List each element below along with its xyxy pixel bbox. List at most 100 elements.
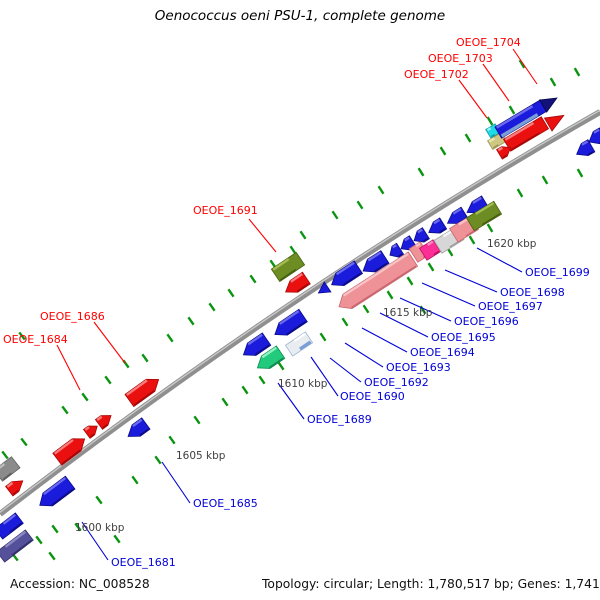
feature-tick bbox=[508, 105, 516, 115]
gene-bevel-shadow bbox=[254, 344, 270, 356]
feature-tick bbox=[356, 200, 364, 210]
label-leader bbox=[56, 344, 81, 391]
gene-bevel-highlight bbox=[404, 236, 410, 242]
gene-bevel-highlight bbox=[2, 513, 16, 525]
gene-bevel-shadow bbox=[268, 357, 284, 369]
feature-tick bbox=[104, 375, 112, 385]
gene-bevel-shadow bbox=[286, 320, 307, 335]
gene-bevel-highlight bbox=[427, 240, 434, 246]
feature-tick bbox=[74, 522, 82, 532]
gene-bevel-shadow bbox=[61, 449, 81, 465]
feature-tick bbox=[227, 288, 235, 298]
gene-feature bbox=[0, 456, 21, 482]
feature-tick bbox=[341, 317, 349, 327]
gene-bevel-highlight bbox=[53, 438, 74, 455]
position-label: 1615 kbp bbox=[383, 307, 433, 319]
gene-label: OEOE_1686 bbox=[40, 310, 105, 323]
gene-feature bbox=[588, 127, 600, 145]
gene-bevel-highlight bbox=[335, 261, 355, 276]
gene-bevel-shadow bbox=[12, 489, 19, 495]
gene-bevel-shadow bbox=[51, 488, 74, 506]
feature-tick bbox=[427, 262, 435, 272]
gene-label: OEOE_1689 bbox=[307, 413, 372, 426]
feature-tick bbox=[131, 475, 139, 485]
gene-OEOE_1703 bbox=[494, 99, 548, 139]
label-leader bbox=[329, 357, 362, 383]
feature-tick bbox=[277, 361, 285, 371]
label-leader bbox=[444, 269, 498, 293]
gene-bevel-highlight bbox=[488, 137, 496, 143]
feature-tick bbox=[168, 435, 176, 445]
gene-label: OEOE_1704 bbox=[456, 36, 521, 49]
gene-feature bbox=[82, 425, 98, 439]
gene-label: OEOE_1695 bbox=[431, 331, 496, 344]
gene-feature bbox=[274, 308, 308, 336]
gene-bevel-highlight bbox=[96, 415, 103, 421]
gene-label: OEOE_1702 bbox=[404, 68, 469, 81]
gene-bevel-highlight bbox=[497, 146, 503, 152]
feature-tick bbox=[208, 302, 216, 312]
feature-tick bbox=[249, 274, 257, 284]
gene-feature bbox=[317, 281, 332, 294]
gene-bevel-shadow bbox=[351, 265, 417, 309]
feature-tick bbox=[51, 524, 59, 534]
gene-bevel-shadow bbox=[439, 228, 446, 233]
gene-feature bbox=[428, 217, 448, 234]
gene-bevel-highlight bbox=[247, 333, 263, 346]
gene-bevel-highlight bbox=[279, 310, 300, 325]
feature-tick bbox=[386, 290, 394, 300]
label-leader bbox=[482, 63, 510, 102]
gene-bevel-shadow bbox=[492, 144, 499, 149]
feature-tick bbox=[113, 534, 121, 544]
position-label: 1620 kbp bbox=[487, 238, 537, 250]
gene-feature bbox=[0, 529, 34, 563]
accession-text: Accession: NC_008528 bbox=[10, 577, 150, 591]
gene-feature bbox=[242, 332, 272, 356]
genome-backbone bbox=[0, 109, 600, 517]
feature-tick bbox=[289, 245, 297, 255]
position-label: 1600 kbp bbox=[75, 522, 125, 534]
gene-bevel-shadow bbox=[102, 423, 108, 429]
gene-bevel-highlight bbox=[417, 228, 423, 234]
label-leader bbox=[512, 48, 538, 85]
gene-feature bbox=[576, 139, 596, 157]
gene-label: OEOE_1685 bbox=[193, 497, 258, 510]
gene-bevel-shadow bbox=[587, 150, 594, 156]
gene-feature bbox=[94, 415, 112, 430]
gene-bevel-shadow bbox=[490, 134, 495, 138]
gene-label: OEOE_1690 bbox=[340, 390, 405, 403]
gene-bevel-shadow bbox=[502, 154, 508, 159]
gene-bevel-shadow bbox=[510, 132, 540, 151]
feature-tick bbox=[81, 392, 89, 402]
label-leader bbox=[361, 327, 408, 353]
label-leader bbox=[161, 461, 191, 504]
feature-tick bbox=[18, 331, 26, 341]
feature-tick bbox=[48, 551, 56, 561]
position-label: 1610 kbp bbox=[278, 378, 328, 390]
feature-tick bbox=[154, 455, 162, 465]
feature-tick bbox=[35, 535, 43, 545]
feature-tick bbox=[241, 385, 249, 395]
feature-tick bbox=[221, 397, 229, 407]
gene-feature bbox=[389, 242, 405, 258]
gene-bevel-highlight bbox=[43, 477, 66, 496]
gene-feature bbox=[5, 480, 24, 497]
label-leader bbox=[277, 382, 305, 420]
gene-label: OEOE_1697 bbox=[478, 300, 543, 313]
gene-bevel-shadow bbox=[11, 539, 33, 556]
gene-bevel-shadow bbox=[279, 268, 297, 281]
gene-feature bbox=[0, 512, 24, 540]
feature-tick bbox=[362, 304, 370, 314]
gene-label: OEOE_1698 bbox=[500, 286, 565, 299]
gene-bevel-shadow bbox=[9, 522, 23, 533]
feature-tick bbox=[576, 168, 584, 178]
gene-label: OEOE_1699 bbox=[525, 266, 590, 279]
gene-bevel-highlight bbox=[504, 122, 535, 141]
feature-tick bbox=[377, 185, 385, 195]
feature-tick bbox=[486, 116, 494, 126]
gene-bevel-highlight bbox=[433, 218, 441, 225]
gene-bevel-highlight bbox=[472, 196, 482, 204]
gene-feature bbox=[331, 260, 364, 286]
gene-bevel-highlight bbox=[0, 462, 6, 472]
